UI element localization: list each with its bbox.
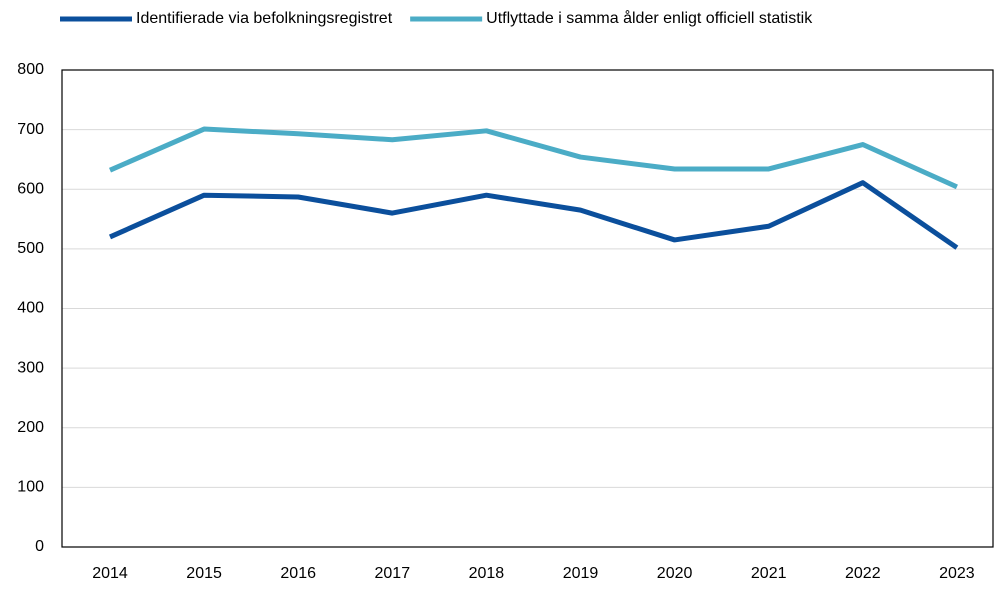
x-tick-label: 2023 bbox=[939, 565, 975, 582]
x-tick-label: 2018 bbox=[469, 565, 505, 582]
plot-frame bbox=[61, 69, 994, 548]
x-tick-label: 2019 bbox=[563, 565, 599, 582]
x-tick-label: 2016 bbox=[280, 565, 316, 582]
y-tick-label: 100 bbox=[17, 479, 44, 496]
y-tick-label: 600 bbox=[17, 180, 44, 197]
series-line bbox=[108, 126, 958, 190]
x-tick-label: 2022 bbox=[845, 565, 881, 582]
x-tick-label: 2017 bbox=[375, 565, 411, 582]
y-tick-label: 700 bbox=[17, 121, 44, 138]
y-tick-label: 0 bbox=[35, 538, 44, 555]
x-tick-label: 2021 bbox=[751, 565, 787, 582]
series-line bbox=[108, 180, 959, 250]
x-tick-label: 2020 bbox=[657, 565, 693, 582]
legend-label: Utflyttade i samma ålder enligt officiel… bbox=[486, 9, 813, 27]
y-tick-label: 200 bbox=[17, 419, 44, 436]
x-tick-label: 2015 bbox=[186, 565, 222, 582]
y-tick-label: 500 bbox=[17, 240, 44, 257]
y-tick-label: 400 bbox=[17, 300, 44, 317]
x-tick-label: 2014 bbox=[92, 565, 128, 582]
y-tick-label: 800 bbox=[17, 61, 44, 78]
legend-label: Identifierade via befolkningsregistret bbox=[136, 10, 393, 27]
y-tick-label: 300 bbox=[17, 359, 44, 376]
